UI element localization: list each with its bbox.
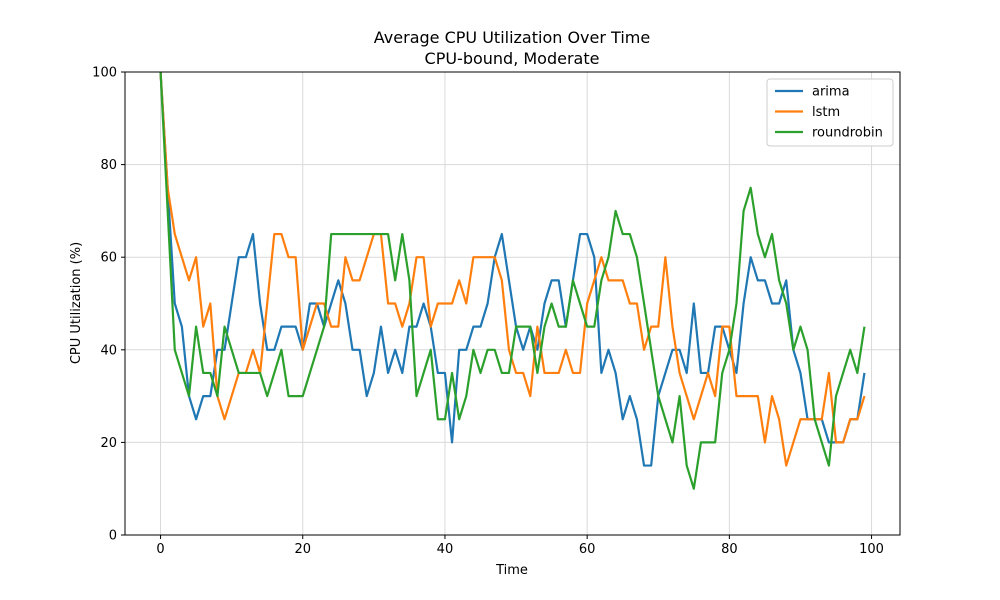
chart-subtitle: CPU-bound, Moderate [425, 49, 600, 68]
y-tick-label: 100 [92, 66, 117, 81]
y-tick-label: 60 [100, 251, 117, 266]
series-line-arima [159, 71, 866, 467]
axis-ticks: 0 20 40 60 80 100 0 20 40 60 80 100 [92, 66, 884, 558]
x-tick-label: 100 [859, 542, 884, 557]
plot-frame [124, 71, 901, 536]
x-tick-label: 20 [294, 542, 311, 557]
series-line-roundrobin [159, 71, 866, 490]
y-axis-label: CPU Utilization (%) [69, 242, 84, 364]
x-axis-label: Time [495, 563, 528, 578]
legend-label-roundrobin: roundrobin [812, 126, 883, 141]
y-tick-label: 20 [100, 436, 117, 451]
y-tick-label: 0 [109, 529, 117, 544]
x-tick-label: 0 [156, 542, 164, 557]
x-tick-label: 80 [721, 542, 738, 557]
legend-label-lstm: lstm [812, 105, 840, 120]
legend: arima lstm roundrobin [766, 78, 894, 147]
x-tick-label: 40 [437, 542, 454, 557]
chart-title: Average CPU Utilization Over Time [374, 28, 650, 47]
x-tick-label: 60 [579, 542, 596, 557]
legend-label-arima: arima [812, 85, 850, 100]
y-tick-label: 80 [100, 158, 117, 173]
y-tick-label: 40 [100, 343, 117, 358]
series-line-lstm [159, 71, 866, 467]
series-lines [159, 71, 866, 490]
legend-box [766, 78, 894, 147]
